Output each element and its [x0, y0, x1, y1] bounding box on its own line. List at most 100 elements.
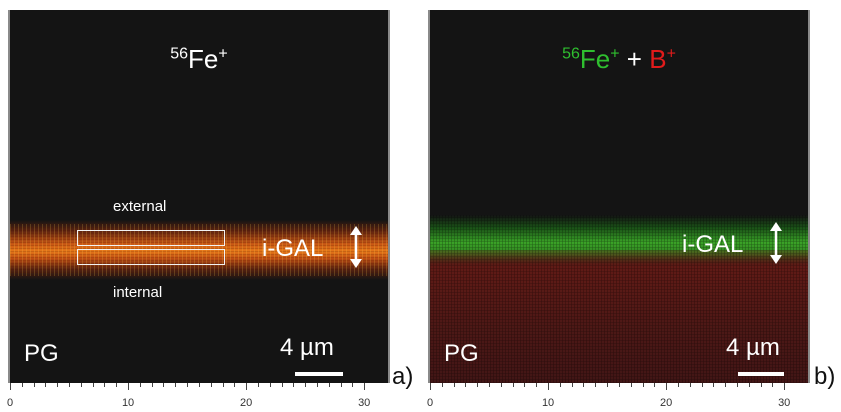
axis-tick [441, 383, 443, 387]
scale-bar [738, 372, 784, 376]
panel-a-fe-map: 56Fe+ external internal i-GAL PG 4 µm [8, 10, 390, 383]
axis-tick [364, 383, 366, 390]
axis-tick [128, 383, 130, 390]
panel-b-fe-b-map: 56Fe+ + B+ i-GAL PG 4 µm [428, 10, 810, 383]
b-signal-region [430, 250, 808, 383]
axis-tick [33, 383, 35, 387]
axis-tick [725, 383, 727, 387]
axis-tick [246, 383, 248, 390]
axis-tick [116, 383, 118, 387]
axis-tick [713, 383, 715, 387]
axis-tick [139, 383, 141, 387]
axis-tick [305, 383, 307, 387]
axis-tick [151, 383, 153, 387]
signal-speckle [430, 215, 808, 383]
label-pg: PG [444, 340, 479, 367]
axis-tick [92, 383, 94, 387]
fe-signal-speckle [10, 224, 388, 276]
axis-tick [583, 383, 585, 387]
axis-tick-label: 30 [358, 397, 371, 409]
axis-tick [607, 383, 609, 387]
axis-tick [548, 383, 550, 390]
scale-text: 4 µm [726, 334, 780, 361]
axis-tick [281, 383, 283, 387]
axis-tick [340, 383, 342, 387]
axis-tick [21, 383, 23, 387]
panel-a-letter: a) [392, 363, 414, 390]
axis-tick-label: 30 [778, 397, 791, 409]
axis-tick [630, 383, 632, 387]
axis-tick [316, 383, 318, 387]
scale-bar [295, 372, 343, 376]
ion-charge-fe: + [610, 45, 620, 63]
axis-tick [701, 383, 703, 387]
axis-tick [293, 383, 295, 387]
axis-tick [512, 383, 514, 387]
axis-tick [654, 383, 656, 387]
isotope-number: 56 [562, 45, 580, 63]
axis-tick [45, 383, 47, 387]
plus-sign: + [619, 44, 650, 74]
axis-tick-label: 10 [121, 397, 135, 409]
axis-tick [500, 383, 502, 387]
axis-tick [784, 383, 786, 390]
axis-tick [559, 383, 561, 387]
axis-tick [736, 383, 738, 387]
axis-tick [453, 383, 455, 387]
label-igal: i-GAL [682, 231, 744, 258]
scale-text: 4 µm [280, 334, 334, 361]
axis-tick [80, 383, 82, 387]
axis-tick [642, 383, 644, 387]
axis-tick-label: 20 [660, 397, 673, 409]
x-axis-a: 0 10 20 30 [7, 383, 376, 412]
axis-tick [748, 383, 750, 387]
double-arrow-icon [770, 222, 782, 264]
element-symbol-fe: Fe [579, 44, 611, 74]
axis-tick [352, 383, 354, 387]
axis-tick [104, 383, 106, 387]
panel-b-letter: b) [814, 363, 836, 390]
label-igal: i-GAL [262, 235, 324, 262]
panel-a-title: 56Fe+ [10, 44, 388, 75]
axis-tick [175, 383, 177, 387]
axis-tick [595, 383, 597, 387]
label-pg: PG [24, 340, 59, 367]
axis-tick [210, 383, 212, 387]
axis-tick [328, 383, 330, 387]
axis-tick [571, 383, 573, 387]
axis-tick [666, 383, 668, 390]
double-arrow-icon [350, 226, 362, 268]
axis-tick [536, 383, 538, 387]
axis-tick [477, 383, 479, 387]
axis-tick [465, 383, 467, 387]
axis-tick [10, 383, 11, 390]
axis-tick [677, 383, 679, 387]
axis-tick [69, 383, 71, 387]
axis-tick [772, 383, 774, 387]
element-symbol-b: B [649, 44, 667, 74]
axis-tick [234, 383, 236, 387]
axis-tick [269, 383, 271, 387]
axis-tick [257, 383, 259, 387]
roi-external-box [77, 230, 225, 246]
axis-tick [222, 383, 224, 387]
axis-tick [198, 383, 200, 387]
ion-charge-b: + [666, 45, 676, 63]
isotope-number: 56 [170, 45, 189, 63]
axis-tick [430, 383, 431, 390]
axis-tick-label: 10 [541, 397, 555, 409]
label-internal: internal [113, 284, 163, 301]
axis-tick-label: 20 [240, 397, 253, 409]
axis-tick [618, 383, 620, 387]
axis-tick [187, 383, 189, 387]
axis-tick [524, 383, 526, 387]
axis-tick [760, 383, 762, 387]
axis-tick-label: 0 [426, 397, 434, 409]
ion-charge: + [218, 45, 228, 63]
panel-b-title: 56Fe+ + B+ [430, 44, 808, 75]
element-symbol: Fe [188, 44, 219, 74]
axis-tick-label: 0 [6, 397, 14, 409]
roi-internal-box [77, 249, 225, 265]
axis-tick [489, 383, 491, 387]
axis-tick [163, 383, 165, 387]
